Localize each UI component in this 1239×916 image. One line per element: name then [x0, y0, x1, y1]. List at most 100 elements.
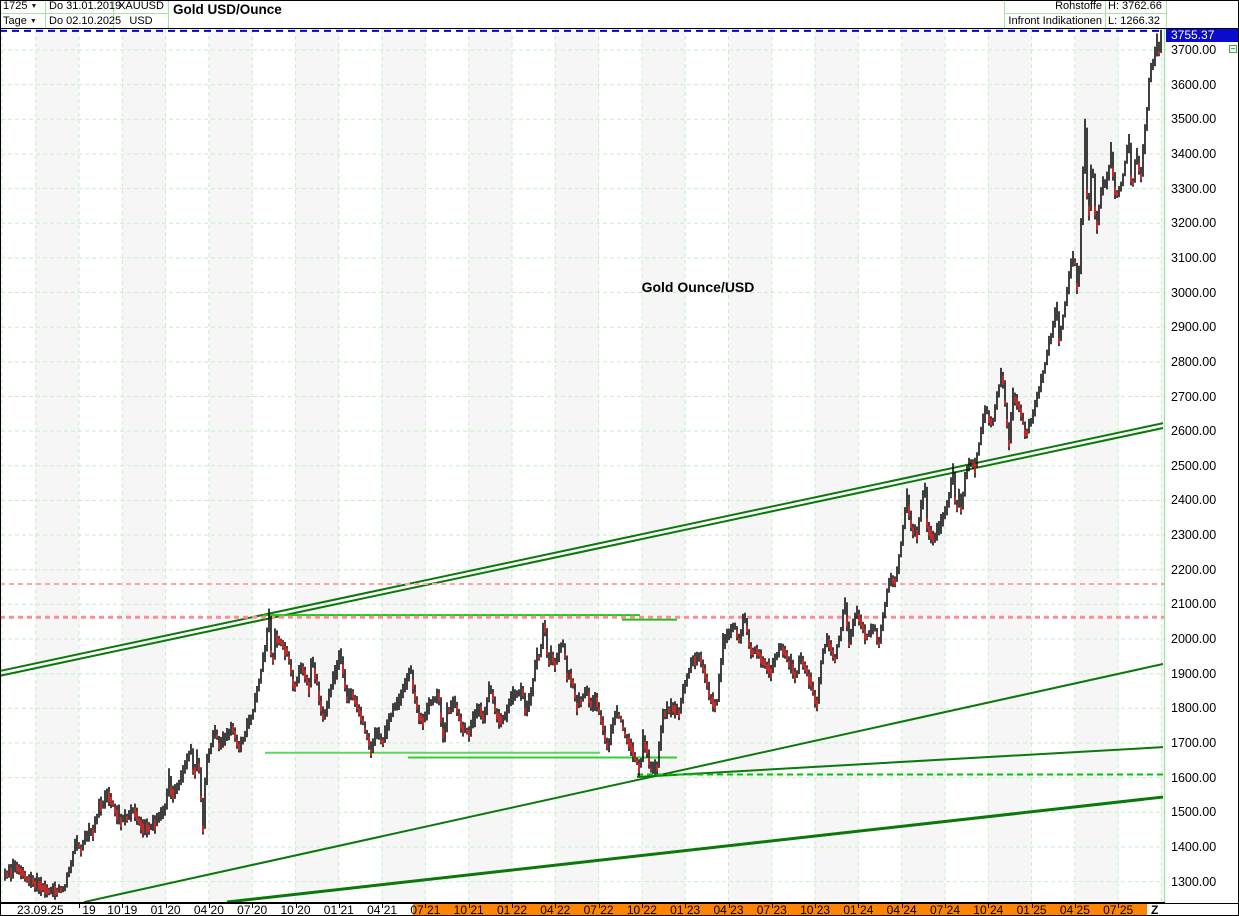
date-tick-mark: [1074, 904, 1076, 908]
symbol-value[interactable]: XAUUSD: [114, 0, 168, 14]
date-tick-mark: [295, 904, 297, 908]
date-tick-label: 07 22: [583, 903, 614, 916]
price-tick-label: 1600.00: [1171, 770, 1217, 785]
chevron-down-icon[interactable]: ▼: [29, 18, 37, 25]
price-tick-label: 1400.00: [1171, 839, 1217, 854]
date-tick-mark: [771, 904, 773, 908]
date-tick-mark: [1118, 904, 1120, 908]
price-tick-label: 3700.00: [1171, 43, 1217, 57]
date-tick-mark: [815, 904, 817, 908]
date-tick-label: 04 22: [540, 903, 571, 916]
date-tick-label: 01 24: [843, 903, 874, 916]
date-tick-mark: [122, 904, 124, 908]
time-axis[interactable]: 23.09.25 Z 19 10 19 01 20 04 20 07 20 10 20 01…: [0, 903, 1239, 916]
symbol-cell: XAUUSD USD: [114, 0, 169, 28]
date-tick-label: 01 21: [323, 903, 354, 916]
price-tick-label: 2200.00: [1171, 562, 1217, 577]
highlight-range-band: [413, 904, 1147, 916]
chevron-down-icon[interactable]: ▼: [30, 3, 38, 10]
date-tick-label: 10 24: [973, 903, 1004, 916]
date-tick-label: 10 19: [107, 903, 138, 916]
date-tick-label: 01 23: [670, 903, 701, 916]
price-axis[interactable]: 3700.00 3600.00 3500.00 3400.00 3300.00 3200.…: [1166, 28, 1239, 916]
price-tick-label: 3100.00: [1171, 250, 1217, 265]
candlestick-down-series: [6, 51, 1160, 896]
instrument-info-cell: Rohstoffe Infront Indikationen: [1004, 0, 1106, 28]
price-tick-label: 1700.00: [1171, 736, 1217, 750]
date-tick-label: 04 25: [1059, 903, 1090, 916]
date-tick-label: 07 21: [410, 903, 441, 916]
date-tick-mark: [165, 904, 167, 908]
price-tick-label: 2000.00: [1171, 632, 1217, 647]
price-tick-label: 3000.00: [1171, 285, 1217, 300]
bars-count-dropdown[interactable]: 1725 ▼: [0, 0, 45, 14]
price-tick-label: 3300.00: [1171, 181, 1217, 196]
date-tick-label: 04 20: [193, 903, 224, 916]
date-tick-label: 01 25: [1016, 903, 1047, 916]
date-tick-label: 01 22: [496, 903, 528, 916]
date-tick-mark: [858, 904, 860, 908]
bars-count-value: 1725: [3, 0, 28, 12]
date-tick-mark: [79, 904, 80, 908]
date-tick-mark: [468, 904, 470, 908]
price-tick-label: 2900.00: [1171, 320, 1217, 335]
quarter-band: [901, 29, 945, 902]
price-tick-label: 2600.00: [1171, 424, 1217, 439]
date-range-cell: Do 31.01.2019 Do 02.10.2025: [46, 0, 122, 28]
date-tick-mark: [338, 904, 340, 908]
currency-value: USD: [129, 15, 153, 27]
date-from-field[interactable]: Do 31.01.2019: [46, 0, 121, 14]
quarter-band: [208, 29, 253, 902]
date-tick-mark: [641, 904, 643, 908]
price-tick-label: 1800.00: [1171, 701, 1217, 716]
trendline-support-shallow: [636, 746, 1164, 778]
provider-label: Infront Indikationen: [1008, 15, 1102, 27]
price-tick-label: 3400.00: [1171, 146, 1217, 161]
date-tick-mark: [382, 904, 384, 908]
date-tick-mark: [425, 904, 427, 908]
date-tick-label: 10 22: [626, 903, 657, 916]
date-tick-label: 04 23: [713, 903, 744, 916]
high-value: H: 3762.66: [1105, 0, 1166, 14]
date-tick-label: 07 20: [237, 903, 268, 916]
date-tick-mark: [208, 904, 210, 908]
price-tick-label: 2300.00: [1171, 528, 1217, 543]
high-low-cell: H: 3762.66 L: 1266.32: [1105, 0, 1167, 28]
cursor-date-label: 23.09.25: [17, 903, 64, 916]
price-tick-label: 3200.00: [1171, 216, 1217, 231]
price-tick-label: 2700.00: [1171, 389, 1217, 404]
price-tick-label: 2800.00: [1171, 354, 1217, 369]
date-tick-mark: [945, 904, 946, 908]
watermark-label: Gold Ounce/USD: [642, 279, 755, 295]
date-tick-label: 04 24: [886, 903, 917, 916]
price-tick-label: 2400.00: [1171, 493, 1217, 508]
price-tick-label: 3500.00: [1171, 112, 1217, 127]
low-value: L: 1266.32: [1108, 15, 1160, 27]
date-tick-label: 10 21: [453, 903, 484, 916]
price-tick-label: 2500.00: [1171, 458, 1217, 473]
date-tick-mark: [1031, 904, 1033, 908]
date-tick-mark: [512, 904, 513, 908]
date-to-field[interactable]: Do 02.10.2025: [49, 15, 122, 27]
date-tick-mark: [988, 904, 990, 908]
bars-period-cell: 1725 ▼ Tage ▼: [0, 0, 46, 28]
date-tick-label: 07 24: [929, 903, 961, 916]
date-tick-label: 19: [82, 903, 96, 916]
date-tick-mark: [901, 904, 903, 908]
last-price-badge: 3755.37: [1166, 29, 1239, 42]
period-dropdown[interactable]: Tage ▼: [0, 14, 45, 28]
date-tick-label: 01 20: [150, 903, 181, 916]
price-tick-label: 3600.00: [1171, 77, 1217, 92]
price-tick-label: 2100.00: [1171, 597, 1217, 612]
date-tick-label: 10 23: [800, 903, 831, 916]
date-tick-label: 07 23: [756, 903, 787, 916]
collapse-pane-icon[interactable]: [1229, 45, 1237, 53]
trendline-support-thick: [226, 795, 1164, 902]
price-tick-label: 1500.00: [1171, 805, 1217, 820]
chart-header: 1725 ▼ Tage ▼ Do 31.01.2019 Do 02.10.2025 …: [0, 0, 1239, 29]
date-tick-label: 04 21: [367, 903, 398, 916]
zoom-button[interactable]: Z: [1151, 903, 1159, 916]
date-tick-mark: [728, 904, 730, 908]
